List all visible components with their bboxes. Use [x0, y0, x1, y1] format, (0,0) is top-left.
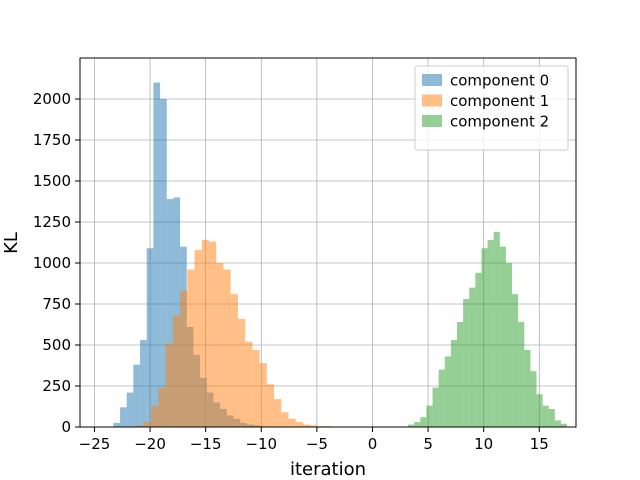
- x-tick-label: −20: [134, 435, 166, 453]
- bar-series-2: [493, 231, 500, 427]
- bar-series-1: [165, 343, 173, 427]
- bar-series-1: [230, 294, 238, 427]
- bar-series-1: [245, 341, 253, 427]
- bar-series-0: [126, 392, 134, 427]
- bar-series-1: [187, 269, 195, 427]
- legend: component 0 component 1 component 2: [414, 65, 569, 151]
- bar-series-2: [536, 394, 543, 427]
- x-tick-label: −15: [190, 435, 222, 453]
- bar-series-2: [548, 408, 555, 427]
- bar-series-2: [487, 240, 494, 427]
- bar-series-2: [499, 246, 506, 427]
- bar-series-1: [223, 269, 231, 427]
- bar-series-1: [266, 384, 275, 427]
- x-tick-label: −5: [306, 435, 328, 453]
- bar-series-1: [201, 240, 210, 427]
- bar-series-2: [444, 356, 451, 427]
- legend-box: [414, 65, 569, 151]
- x-tick-label: −10: [245, 435, 277, 453]
- bar-series-0: [160, 99, 167, 427]
- series-1: [136, 240, 340, 427]
- bar-series-2: [414, 422, 421, 427]
- bar-series-2: [426, 405, 433, 427]
- y-tick-label: 1500: [33, 172, 71, 190]
- bar-series-1: [180, 290, 188, 427]
- bar-series-2: [481, 248, 488, 427]
- legend-swatch: [422, 115, 442, 127]
- y-tick-label: 1000: [33, 254, 71, 272]
- x-axis-ticks: −25 −20 −15 −10 −5 0 5 10 15: [79, 427, 549, 453]
- bar-series-0: [166, 199, 174, 427]
- legend-label: component 1: [450, 92, 549, 110]
- bar-series-1: [252, 349, 260, 427]
- bar-series-1: [172, 315, 181, 427]
- bar-series-2: [512, 294, 519, 427]
- histogram-bars: [113, 82, 568, 427]
- series-2: [408, 231, 568, 427]
- x-tick-label: 5: [423, 435, 433, 453]
- bar-series-1: [302, 424, 311, 427]
- y-tick-label: 1250: [33, 213, 71, 231]
- bar-series-2: [408, 424, 415, 427]
- bar-series-2: [518, 322, 525, 427]
- bar-series-1: [295, 422, 303, 427]
- legend-label: component 2: [450, 113, 549, 131]
- legend-swatch: [422, 94, 442, 107]
- bar-series-0: [153, 82, 161, 427]
- plot-frame: [79, 57, 577, 428]
- y-tick-label: 2000: [33, 90, 71, 108]
- bar-series-1: [143, 422, 152, 427]
- y-axis-label: KL: [1, 232, 22, 254]
- bar-series-1: [216, 263, 224, 427]
- y-tick-label: 1750: [33, 131, 71, 149]
- bar-series-1: [281, 412, 289, 427]
- y-tick-label: 250: [42, 377, 71, 395]
- bar-series-2: [524, 349, 531, 427]
- x-tick-label: 10: [474, 435, 493, 453]
- bar-series-2: [505, 263, 513, 427]
- bar-series-1: [310, 425, 318, 427]
- bar-series-2: [463, 299, 470, 427]
- bar-series-2: [450, 340, 458, 427]
- bar-series-0: [120, 407, 127, 427]
- bar-series-1: [259, 363, 267, 427]
- bar-series-0: [113, 422, 121, 427]
- bar-series-1: [158, 387, 166, 427]
- bar-series-2: [542, 405, 549, 427]
- bar-series-2: [420, 417, 427, 427]
- bar-series-2: [432, 387, 439, 427]
- bar-series-1: [136, 425, 144, 427]
- bar-series-0: [146, 248, 154, 427]
- x-tick-label: 15: [530, 435, 549, 453]
- bar-series-1: [151, 405, 159, 427]
- x-axis-label: iteration: [290, 459, 366, 480]
- y-tick-label: 0: [61, 418, 71, 436]
- y-axis-ticks: 0 250 500 750 1000 1250 1500 1750 2000: [33, 90, 80, 436]
- legend-swatch: [422, 74, 442, 86]
- bar-series-2: [554, 420, 561, 427]
- bar-series-0: [140, 340, 147, 427]
- bar-series-1: [194, 249, 202, 427]
- y-tick-label: 500: [42, 336, 71, 354]
- bar-series-2: [438, 369, 445, 427]
- bar-series-2: [469, 287, 476, 427]
- x-tick-label: −25: [79, 435, 111, 453]
- bar-series-2: [530, 371, 537, 427]
- x-tick-label: 0: [368, 435, 378, 453]
- bar-series-1: [274, 399, 282, 427]
- bar-series-0: [133, 364, 141, 427]
- bar-series-1: [209, 241, 217, 427]
- bar-series-1: [237, 318, 246, 427]
- bar-series-2: [560, 423, 568, 427]
- bar-series-0: [173, 197, 181, 427]
- legend-label: component 0: [450, 72, 549, 90]
- bar-series-2: [475, 272, 482, 427]
- bar-series-2: [457, 322, 464, 427]
- y-tick-label: 750: [42, 295, 71, 313]
- bar-series-1: [288, 418, 296, 427]
